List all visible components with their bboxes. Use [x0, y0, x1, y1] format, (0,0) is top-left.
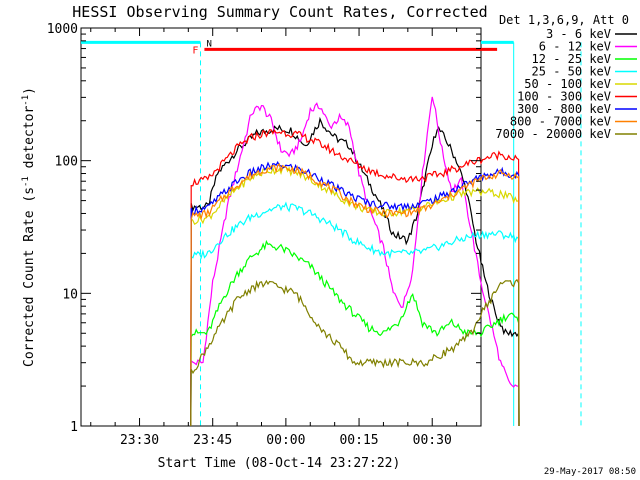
legend-entry-label: 25 - 50 keV	[532, 65, 611, 79]
series-layer	[190, 96, 520, 427]
axes: 23:30 23:45 00:00 00:15 00:30 1 10 100 1000	[47, 22, 482, 448]
series-line	[190, 239, 520, 427]
legend-entry-label: 7000 - 20000 keV	[495, 127, 611, 141]
series-line	[190, 129, 520, 427]
night-flag-label: N	[207, 39, 212, 49]
series-line	[190, 201, 520, 427]
legend-header: Det 1,3,6,9, Att 0	[499, 13, 629, 27]
legend-entry-label: 50 - 100 keV	[524, 77, 611, 91]
x-tick-label: 00:30	[413, 433, 452, 448]
chart-title: HESSI Observing Summary Count Rates, Cor…	[72, 3, 487, 21]
y-tick-label: 1	[70, 420, 78, 435]
y-tick-label: 10	[62, 287, 78, 302]
y-axis-label-sup1: -1	[21, 176, 31, 187]
y-axis-label-sup2: -1	[21, 95, 31, 106]
legend-entry-label: 12 - 25 keV	[532, 52, 611, 66]
y-tick-label: 100	[55, 155, 78, 170]
legend-entry-label: 800 - 7000 keV	[510, 115, 611, 129]
flare-flag-label: F	[192, 45, 198, 56]
x-tick-label: 00:00	[266, 433, 305, 448]
x-tick-label: 23:45	[193, 433, 232, 448]
y-axis-label-mid: detector	[22, 106, 37, 177]
series-line	[190, 162, 520, 427]
series-line	[190, 165, 520, 427]
legend-entry-label: 3 - 6 keV	[546, 27, 611, 41]
legend-entry-label: 100 - 300 keV	[517, 90, 611, 104]
y-tick-label: 1000	[47, 22, 78, 37]
series-line	[190, 96, 520, 427]
y-axis-label: Corrected Count Rate (s-1 detector-1)	[21, 87, 37, 367]
y-axis-label-main: Corrected Count Rate (s	[22, 187, 37, 367]
series-line	[190, 278, 520, 427]
x-tick-label: 00:15	[339, 433, 378, 448]
y-axis-label-end: )	[22, 87, 37, 95]
footer-date: 29-May-2017 08:50	[544, 467, 636, 477]
legend-entry-label: 6 - 12 keV	[539, 40, 611, 54]
plot-frame	[80, 27, 482, 427]
status-flags: NF	[81, 39, 582, 426]
x-tick-label: 23:30	[120, 433, 159, 448]
legend-entry-label: 300 - 800 keV	[517, 102, 611, 116]
x-axis-label: Start Time (08-Oct-14 23:27:22)	[158, 456, 401, 471]
series-line	[190, 160, 520, 427]
